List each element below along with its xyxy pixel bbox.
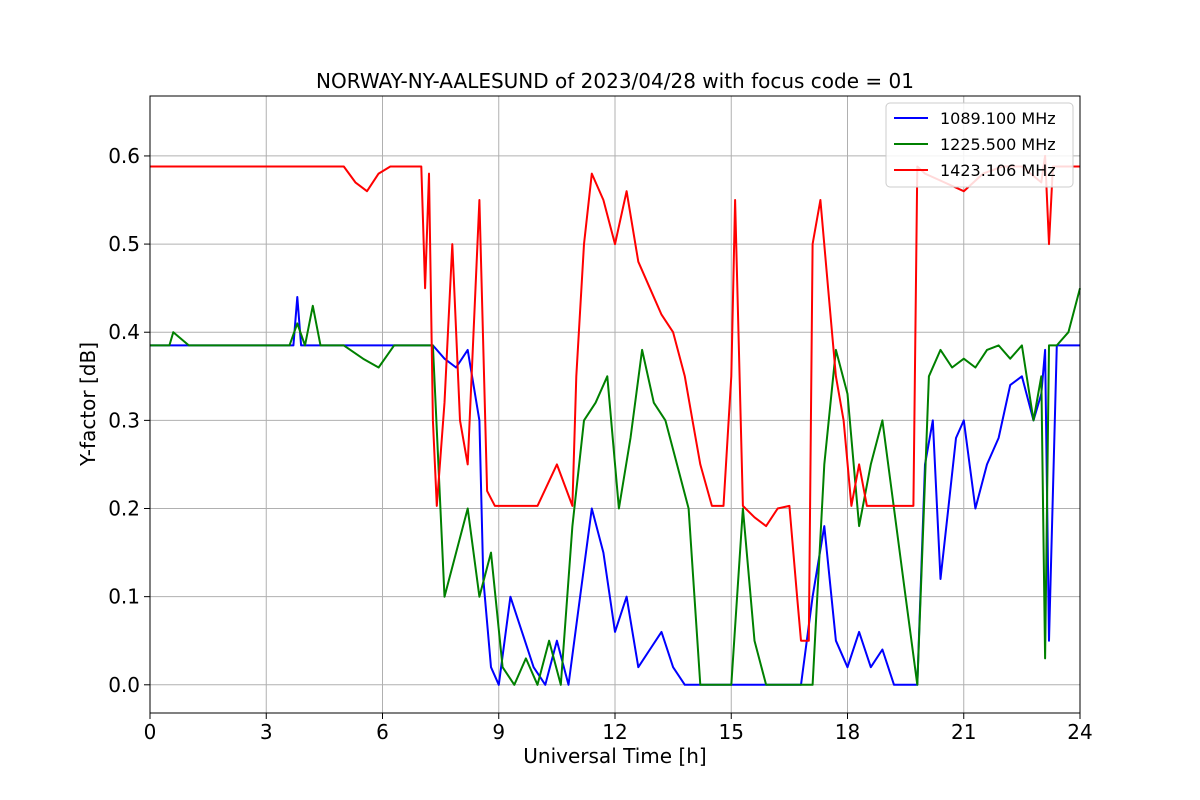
legend-label-1: 1089.100 MHz xyxy=(940,109,1056,128)
y-axis-label: Y-factor [dB] xyxy=(76,342,100,467)
y-tick-label: 0.4 xyxy=(108,320,140,344)
x-tick-label: 24 xyxy=(1067,720,1092,744)
x-axis-label: Universal Time [h] xyxy=(523,744,706,768)
plot-area xyxy=(149,95,1081,714)
legend-label-2: 1225.500 MHz xyxy=(940,135,1056,154)
chart-title: NORWAY-NY-AALESUND of 2023/04/28 with fo… xyxy=(316,69,914,93)
legend-box xyxy=(885,102,1074,188)
series-layer xyxy=(150,154,1081,686)
x-tick-label: 12 xyxy=(602,720,627,744)
series-line-2 xyxy=(150,287,1081,686)
x-tick-label: 15 xyxy=(719,720,744,744)
y-tick-label: 0.6 xyxy=(108,144,140,168)
y-tick-label: 0.1 xyxy=(108,585,140,609)
y-axis-ticks: 0.0 0.1 0.2 0.3 0.4 0.5 0.6 xyxy=(108,144,150,697)
y-tick-label: 0.0 xyxy=(108,673,140,697)
y-tick-label: 0.3 xyxy=(108,408,140,432)
x-tick-label: 3 xyxy=(260,720,273,744)
legend-label-3: 1423.106 MHz xyxy=(940,161,1056,180)
x-tick-label: 6 xyxy=(376,720,389,744)
x-tick-label: 9 xyxy=(492,720,505,744)
legend-items: 1089.100 MHz 1225.500 MHz 1423.106 MHz xyxy=(894,109,1056,180)
x-tick-label: 18 xyxy=(835,720,860,744)
x-axis-ticks: 0 3 6 9 12 15 18 21 24 xyxy=(144,713,1093,744)
x-tick-label: 21 xyxy=(951,720,976,744)
y-tick-label: 0.2 xyxy=(108,497,140,521)
legend: 1089.100 MHz 1225.500 MHz 1423.106 MHz xyxy=(885,102,1074,188)
y-tick-label: 0.5 xyxy=(108,232,140,256)
series-line-3 xyxy=(150,154,1080,642)
x-tick-label: 0 xyxy=(144,720,157,744)
